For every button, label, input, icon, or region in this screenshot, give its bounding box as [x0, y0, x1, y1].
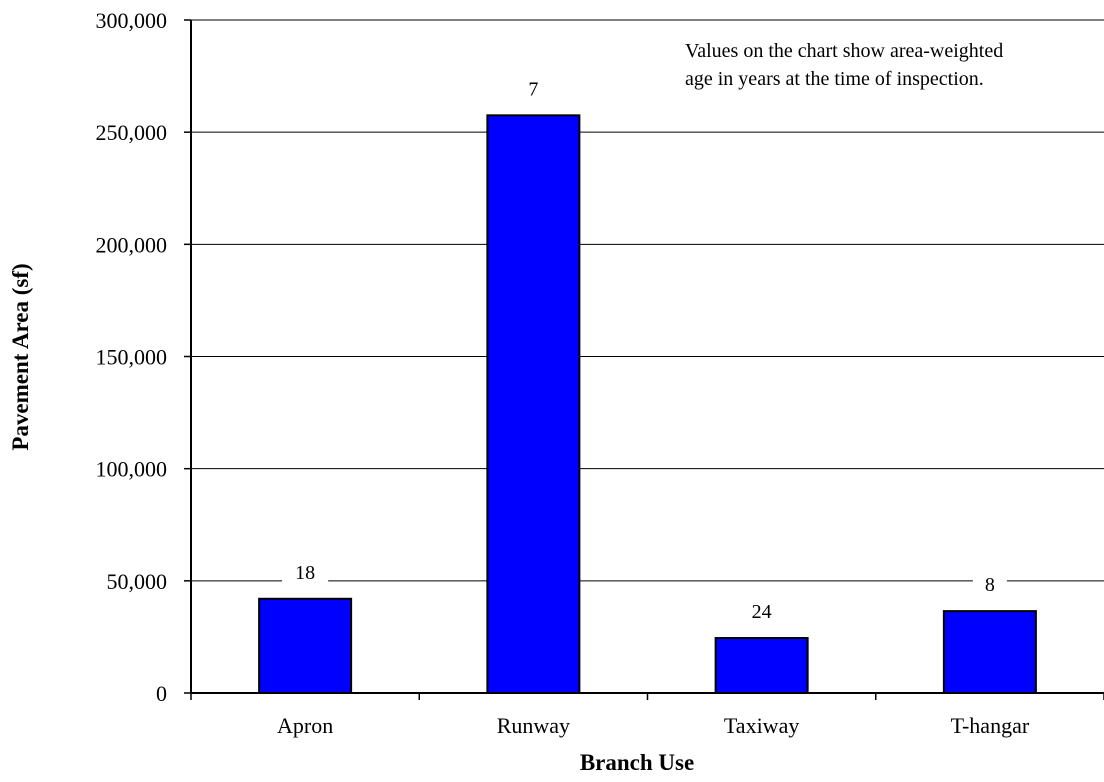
category-label: Apron [277, 713, 333, 738]
y-tick-label: 200,000 [96, 232, 168, 257]
annotation-line-2: age in years at the time of inspection. [685, 68, 984, 90]
annotation-line-1: Values on the chart show area-weighted [685, 40, 1003, 62]
y-tick-label: 100,000 [96, 457, 168, 482]
y-tick-label: 150,000 [96, 345, 168, 370]
bar-taxiway [714, 637, 809, 694]
category-label: T-hangar [951, 713, 1030, 738]
x-axis-title: Branch Use [580, 750, 694, 775]
y-tick-label: 50,000 [107, 569, 168, 594]
data-label-background [282, 560, 329, 585]
y-axis-title: Pavement Area (sf) [8, 263, 33, 450]
data-label: 18 [295, 562, 315, 584]
category-label: Runway [497, 713, 570, 738]
y-tick-label: 300,000 [96, 8, 168, 33]
data-label: 7 [528, 78, 538, 100]
data-label-background [972, 573, 1007, 598]
data-labels: 18 7 24 8 [282, 77, 1007, 625]
category-labels: Apron Runway Taxiway T-hangar [277, 713, 1030, 738]
category-label: Taxiway [724, 713, 799, 738]
data-label-background [738, 600, 785, 625]
bar-runway [486, 114, 581, 694]
bar-t-hangar [942, 610, 1037, 695]
y-tick-label: 250,000 [96, 120, 168, 145]
y-tick-labels: 0 50,000 100,000 150,000 200,000 250,000 300,0… [96, 8, 168, 706]
y-tick-label: 0 [156, 681, 167, 706]
data-label-background [516, 77, 551, 102]
bars [258, 114, 1037, 695]
bar-apron [258, 597, 353, 695]
axes [184, 19, 1104, 700]
data-label: 24 [752, 601, 772, 623]
gridlines [191, 19, 1104, 582]
data-label: 8 [985, 574, 995, 596]
